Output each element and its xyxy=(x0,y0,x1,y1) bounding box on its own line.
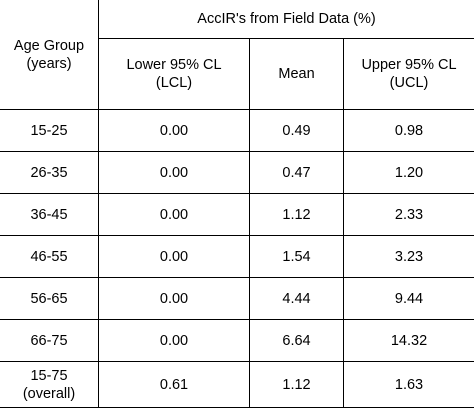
lcl-header-line2: (LCL) xyxy=(155,75,193,91)
ucl-cell: 1.63 xyxy=(342,361,474,408)
age-group-cell: 46-55 xyxy=(0,235,99,278)
age-group-header: Age Group (years) xyxy=(0,0,99,110)
table-row: 36-45 0.00 1.12 2.33 xyxy=(0,193,474,236)
ucl-cell: 2.33 xyxy=(342,193,474,236)
lcl-cell: 0.00 xyxy=(98,319,250,362)
ucl-cell: 9.44 xyxy=(342,277,474,320)
header-row-group: Age Group (years) AccIR's from Field Dat… xyxy=(0,0,474,110)
ucl-header-line2: (UCL) xyxy=(389,75,429,91)
ucl-header: Upper 95% CL (UCL) xyxy=(342,38,474,110)
mean-cell: 0.47 xyxy=(249,151,344,194)
acc-ir-group-header: AccIR's from Field Data (%) xyxy=(97,0,474,39)
age-group-cell: 15-25 xyxy=(0,109,99,152)
age-group-cell: 56-65 xyxy=(0,277,99,320)
mean-header: Mean xyxy=(249,38,344,110)
age-group-cell: 15-75 (overall) xyxy=(0,361,99,408)
age-group-cell-line1: 15-75 xyxy=(30,367,68,384)
lcl-cell: 0.00 xyxy=(98,235,250,278)
ucl-cell: 0.98 xyxy=(342,109,474,152)
age-group-header-line2: (years) xyxy=(26,55,72,72)
age-group-cell: 66-75 xyxy=(0,319,99,362)
lcl-header-line1: Lower 95% CL xyxy=(126,57,222,73)
table-row: 15-25 0.00 0.49 0.98 xyxy=(0,109,474,152)
lcl-cell: 0.61 xyxy=(98,361,250,408)
table-row: 46-55 0.00 1.54 3.23 xyxy=(0,235,474,278)
mean-cell: 1.54 xyxy=(249,235,344,278)
mean-cell: 0.49 xyxy=(249,109,344,152)
table-row: 56-65 0.00 4.44 9.44 xyxy=(0,277,474,320)
lcl-cell: 0.00 xyxy=(98,151,250,194)
lcl-cell: 0.00 xyxy=(98,277,250,320)
table-row: 26-35 0.00 0.47 1.20 xyxy=(0,151,474,194)
mean-cell: 6.64 xyxy=(249,319,344,362)
ucl-header-line1: Upper 95% CL xyxy=(361,57,457,73)
mean-cell: 4.44 xyxy=(249,277,344,320)
mean-cell: 1.12 xyxy=(249,193,344,236)
ucl-cell: 1.20 xyxy=(342,151,474,194)
age-group-cell: 36-45 xyxy=(0,193,99,236)
ucl-cell: 3.23 xyxy=(342,235,474,278)
age-group-cell: 26-35 xyxy=(0,151,99,194)
ucl-cell: 14.32 xyxy=(342,319,474,362)
lcl-header: Lower 95% CL (LCL) xyxy=(98,38,250,110)
age-group-header-line1: Age Group xyxy=(13,37,85,54)
lcl-cell: 0.00 xyxy=(98,109,250,152)
header-row-columns: Lower 95% CL (LCL) Mean Upper 95% CL (UC… xyxy=(0,38,474,110)
table-row: 15-75 (overall) 0.61 1.12 1.63 xyxy=(0,361,474,408)
lcl-cell: 0.00 xyxy=(98,193,250,236)
table-row: 66-75 0.00 6.64 14.32 xyxy=(0,319,474,362)
mean-cell: 1.12 xyxy=(249,361,344,408)
age-group-cell-line2: (overall) xyxy=(22,385,76,402)
